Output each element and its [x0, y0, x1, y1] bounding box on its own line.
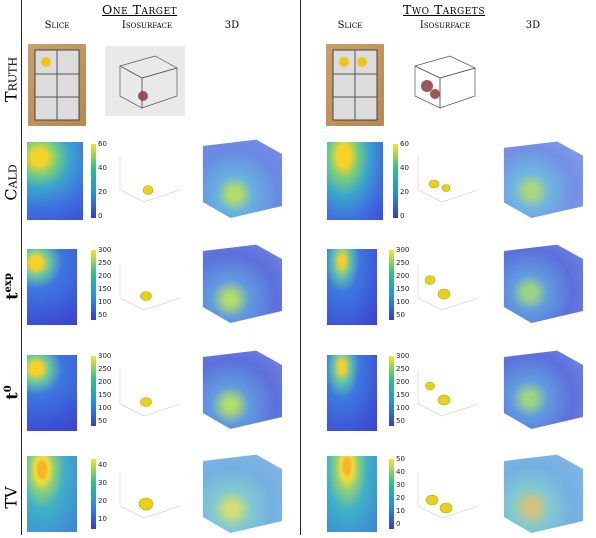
t0-tick-250: 250 [98, 365, 112, 373]
t0-slice-two [327, 355, 377, 431]
cald-colorbar-one [91, 144, 96, 218]
truth-target-two-a [339, 57, 349, 67]
cald-tick-20: 20 [98, 188, 107, 196]
cald-tick-60: 60 [98, 140, 107, 148]
texp-tick-100: 100 [98, 298, 112, 306]
col-title-slice-two: Slice [337, 20, 363, 31]
texp-iso-two [412, 254, 484, 318]
t0-tick-150: 150 [98, 391, 112, 399]
row-label-texp: texp [2, 273, 22, 300]
cald-iso-one [114, 146, 186, 210]
tv-slice-one [27, 456, 77, 532]
t0-slice-one [27, 355, 77, 431]
truth-iso-one [105, 46, 185, 116]
col-title-3d-one: 3D [224, 20, 240, 31]
t0-tick2-250: 250 [396, 365, 410, 373]
texp-slice-two [327, 249, 377, 325]
col-title-iso-two: Isosurface [419, 20, 471, 31]
truth-photo-two [326, 44, 384, 126]
texp-tick-250: 250 [98, 259, 112, 267]
texp-tick-200: 200 [98, 272, 112, 280]
cald-slice-one [27, 142, 83, 220]
t0-tick-300: 300 [98, 352, 112, 360]
cald-tick2-20: 20 [400, 188, 409, 196]
truth-target-two-b [357, 57, 367, 67]
tv-colorbar-two [389, 459, 394, 529]
texp-tick-300: 300 [98, 246, 112, 254]
t0-tick2-200: 200 [396, 378, 410, 386]
t0-tick2-300: 300 [396, 352, 410, 360]
texp-colorbar-two [389, 250, 394, 320]
cald-tick-0: 0 [98, 212, 103, 220]
truth-photo-one [28, 44, 86, 126]
texp-tick2-300: 300 [396, 246, 410, 254]
row-label-truth: Truth [1, 56, 21, 103]
truth-target-one [41, 57, 51, 67]
t0-colorbar-one [91, 356, 96, 426]
t0-tick2-150: 150 [396, 391, 410, 399]
texp-tick-50: 50 [98, 311, 107, 319]
cald-tick2-60: 60 [400, 140, 409, 148]
tv-colorbar-one [91, 459, 96, 529]
texp-colorbar-one [91, 250, 96, 320]
tv-tick-40: 40 [98, 461, 107, 469]
tv-tick-10: 10 [98, 515, 107, 523]
divider-left [21, 0, 22, 535]
t0-tick2-50: 50 [396, 417, 405, 425]
tv-3d-two [503, 454, 583, 533]
texp-tick2-100: 100 [396, 298, 410, 306]
cald-3d-one [202, 139, 282, 218]
col-title-iso-one: Isosurface [121, 20, 173, 31]
texp-slice-one [27, 249, 77, 325]
tv-tick-20: 20 [98, 497, 107, 505]
t0-colorbar-two [389, 356, 394, 426]
tv-tick2-20: 20 [396, 494, 405, 502]
texp-3d-two [503, 244, 583, 323]
cald-tick2-0: 0 [400, 212, 405, 220]
tv-tick2-30: 30 [396, 481, 405, 489]
cald-tick2-40: 40 [400, 164, 409, 172]
tv-3d-one [202, 454, 282, 533]
tv-iso-one [114, 462, 186, 526]
tv-tick2-10: 10 [396, 507, 405, 515]
cald-iso-two [412, 146, 484, 210]
t0-3d-two [503, 350, 583, 429]
col-title-3d-two: 3D [525, 20, 541, 31]
tv-slice-two [327, 456, 377, 532]
texp-iso-one [114, 254, 186, 318]
cald-slice-two [327, 142, 383, 220]
texp-tick-150: 150 [98, 285, 112, 293]
tv-tick2-50: 50 [396, 455, 405, 463]
t0-iso-two [412, 360, 484, 424]
row-label-cald: Cald [1, 164, 21, 201]
tv-tick-30: 30 [98, 479, 107, 487]
t0-tick-50: 50 [98, 417, 107, 425]
t0-tick2-100: 100 [396, 404, 410, 412]
t0-tick-200: 200 [98, 378, 112, 386]
group-title-two-targets: Two Targets [403, 2, 485, 17]
tv-tick2-0: 0 [396, 520, 401, 528]
cald-colorbar-two [393, 144, 398, 218]
tv-iso-two [412, 462, 484, 526]
cald-tick-40: 40 [98, 164, 107, 172]
row-label-tv: TV [1, 486, 21, 509]
t0-3d-one [202, 350, 282, 429]
texp-tick2-150: 150 [396, 285, 410, 293]
group-title-one-target: One Target [102, 2, 178, 17]
texp-tick2-250: 250 [396, 259, 410, 267]
tv-tick2-40: 40 [396, 468, 405, 476]
texp-tick2-200: 200 [396, 272, 410, 280]
texp-3d-one [202, 244, 282, 323]
row-label-t0: t0 [2, 385, 22, 400]
t0-iso-one [114, 360, 186, 424]
texp-tick2-50: 50 [396, 311, 405, 319]
divider-center [300, 0, 301, 535]
cald-3d-two [503, 141, 583, 218]
truth-iso-two [405, 46, 485, 116]
col-title-slice-one: Slice [44, 20, 70, 31]
t0-tick-100: 100 [98, 404, 112, 412]
